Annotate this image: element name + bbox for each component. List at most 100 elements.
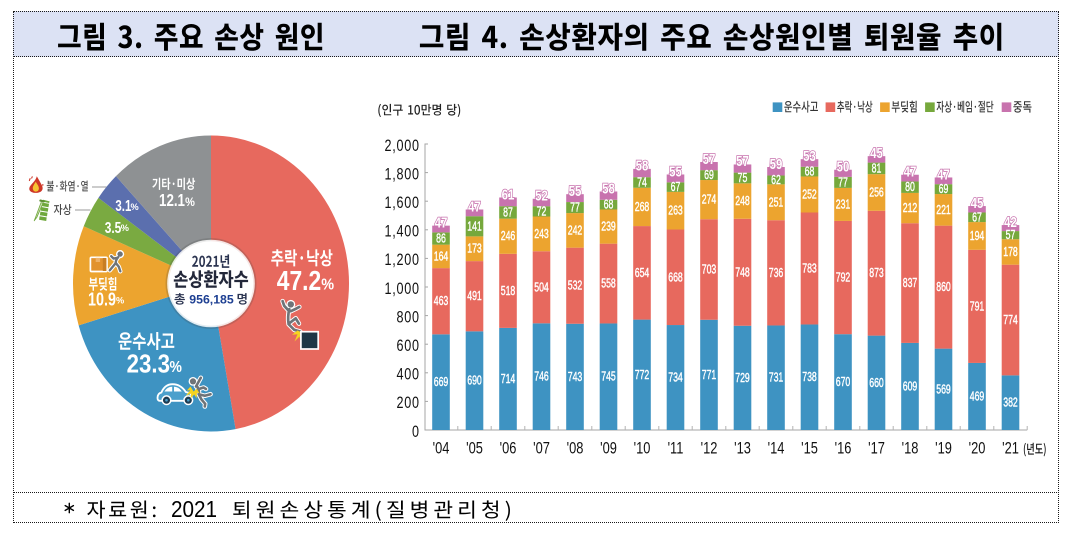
svg-text:75: 75: [738, 172, 748, 186]
svg-text:69: 69: [704, 169, 714, 183]
svg-text:'04: '04: [433, 440, 450, 458]
svg-text:783: 783: [802, 262, 817, 276]
svg-text:74: 74: [637, 176, 647, 190]
svg-text:68: 68: [805, 165, 815, 179]
svg-text:837: 837: [903, 277, 918, 291]
svg-text:774: 774: [1003, 314, 1018, 328]
svg-text:772: 772: [635, 368, 650, 382]
svg-text:52: 52: [535, 187, 548, 204]
svg-text:463: 463: [434, 295, 449, 309]
svg-text:'07: '07: [533, 440, 550, 458]
svg-text:86: 86: [436, 232, 446, 246]
svg-text:%: %: [169, 359, 181, 376]
svg-text:%: %: [185, 195, 195, 209]
svg-text:670: 670: [836, 376, 851, 390]
svg-text:%: %: [116, 296, 124, 306]
svg-text:45: 45: [870, 145, 883, 162]
svg-text:'21: '21: [1002, 440, 1019, 458]
svg-text:47: 47: [904, 163, 917, 180]
svg-text:504: 504: [534, 281, 549, 295]
svg-text:736: 736: [769, 266, 784, 280]
svg-text:59: 59: [770, 156, 783, 173]
svg-text:'09: '09: [600, 440, 617, 458]
svg-text:2,000: 2,000: [385, 137, 420, 155]
svg-text:532: 532: [568, 279, 583, 293]
svg-text:47: 47: [435, 214, 448, 231]
svg-text:'18: '18: [902, 440, 919, 458]
svg-text:668: 668: [668, 271, 683, 285]
svg-text:178: 178: [1003, 246, 1018, 260]
svg-text:%: %: [131, 202, 139, 212]
svg-text:47: 47: [468, 198, 481, 215]
svg-text:%: %: [321, 276, 334, 294]
svg-text:873: 873: [869, 267, 884, 281]
svg-text:518: 518: [501, 284, 516, 298]
svg-text:61: 61: [502, 186, 515, 203]
svg-text:57: 57: [703, 151, 716, 168]
svg-text:703: 703: [702, 263, 717, 277]
svg-text:194: 194: [970, 230, 985, 244]
svg-text:53: 53: [803, 148, 816, 165]
svg-text:58: 58: [602, 180, 615, 197]
svg-text:'10: '10: [634, 440, 651, 458]
svg-text:50: 50: [837, 158, 850, 175]
svg-text:491: 491: [467, 290, 482, 304]
svg-text:791: 791: [970, 300, 985, 314]
svg-text:382: 382: [1003, 396, 1018, 410]
svg-text:'17: '17: [868, 440, 885, 458]
svg-text:800: 800: [397, 309, 420, 327]
svg-text:'06: '06: [500, 440, 517, 458]
svg-text:274: 274: [702, 193, 717, 207]
svg-text:600: 600: [397, 337, 420, 355]
svg-text:569: 569: [936, 383, 951, 397]
svg-text:'13: '13: [734, 440, 751, 458]
svg-text:212: 212: [903, 202, 918, 216]
svg-text:3.5: 3.5: [105, 218, 122, 236]
svg-text:792: 792: [836, 271, 851, 285]
svg-text:469: 469: [970, 390, 985, 404]
svg-text:239: 239: [601, 220, 616, 234]
svg-text:268: 268: [635, 200, 650, 214]
svg-text:263: 263: [668, 204, 683, 218]
svg-text:1,200: 1,200: [385, 252, 420, 270]
svg-text:23.3: 23.3: [127, 350, 170, 379]
svg-text:62: 62: [771, 173, 781, 187]
svg-text:400: 400: [397, 366, 420, 384]
svg-text:256: 256: [869, 186, 884, 200]
svg-text:67: 67: [671, 181, 681, 195]
svg-text:558: 558: [601, 277, 616, 291]
svg-text:45: 45: [971, 195, 984, 212]
svg-text:'19: '19: [935, 440, 952, 458]
svg-text:2021: 2021: [171, 496, 217, 522]
svg-text:1,000: 1,000: [385, 280, 420, 298]
svg-text:748: 748: [735, 266, 750, 280]
svg-text:1,600: 1,600: [385, 194, 420, 212]
svg-text:47.2: 47.2: [277, 266, 321, 296]
svg-text:55: 55: [669, 163, 682, 180]
svg-text:3.1: 3.1: [115, 197, 131, 214]
svg-text:252: 252: [802, 188, 817, 202]
svg-text:729: 729: [735, 371, 750, 385]
svg-text:738: 738: [802, 371, 817, 385]
svg-text:745: 745: [601, 370, 616, 384]
svg-text:141: 141: [467, 220, 482, 234]
svg-text:746: 746: [534, 370, 549, 384]
svg-text:80: 80: [905, 181, 915, 195]
svg-text:'15: '15: [801, 440, 818, 458]
svg-text:58: 58: [636, 157, 649, 174]
svg-text:246: 246: [501, 230, 516, 244]
svg-text:743: 743: [568, 370, 583, 384]
svg-text:231: 231: [836, 198, 851, 212]
svg-text:72: 72: [537, 205, 547, 219]
svg-text:0: 0: [412, 423, 420, 441]
svg-text:714: 714: [501, 373, 516, 387]
svg-text:10.9: 10.9: [88, 290, 116, 310]
svg-text:251: 251: [769, 196, 784, 210]
svg-text:12.1: 12.1: [159, 191, 185, 210]
svg-text:42: 42: [1004, 214, 1017, 231]
svg-text:'14: '14: [768, 440, 785, 458]
svg-text:242: 242: [568, 224, 583, 238]
svg-text:164: 164: [434, 250, 449, 264]
svg-text:'20: '20: [969, 440, 986, 458]
svg-text:57: 57: [1006, 229, 1016, 243]
